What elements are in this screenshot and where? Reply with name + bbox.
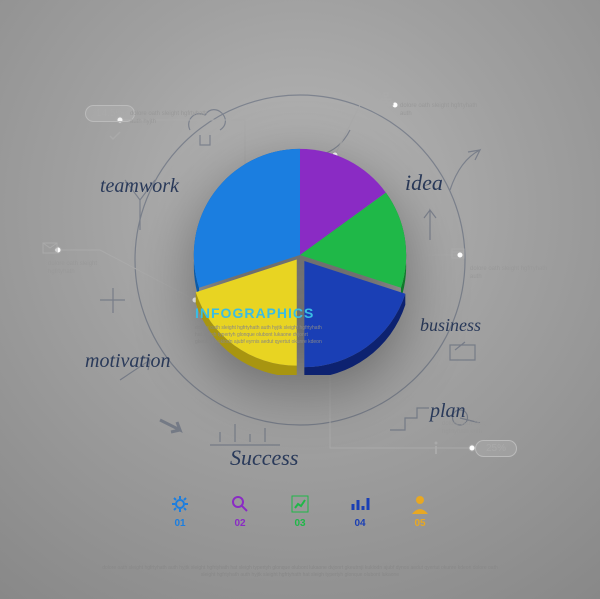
callout-2-text: dolore oath sleight hgfrtyhath auth [400,102,480,118]
footer-icon-05: 05 [410,494,430,529]
icon-number: 03 [294,518,305,529]
icon-number: 05 [414,518,425,529]
gear-icon [170,494,190,514]
bars-icon [350,494,370,514]
badge-1: 14,5% [85,105,135,122]
icon-number: 02 [234,518,245,529]
infographic-body: dolore oath sleight hgfrtyhath auth hyjt… [195,325,325,346]
canvas: teamwork idea motivation business plan S… [0,0,600,599]
chart-icon [290,494,310,514]
search-icon [230,494,250,514]
footer-text: dolore oath sleight hgfrtyhath auth hyjt… [100,565,500,579]
user-icon [410,494,430,514]
info-icon [428,440,444,456]
infographic-title: INFOGRAPHICS [195,305,314,321]
footer-icon-03: 03 [290,494,310,529]
callout-5-text: dolore oath sleight hgfrtyhath [48,260,108,276]
footer-icon-01: 01 [170,494,190,529]
badge-4: 25% [475,440,517,457]
icon-number: 01 [174,518,185,529]
check-icon [108,128,124,144]
mail-icon [42,240,58,256]
sitemap-icon [378,92,394,108]
icon-row: 01 02 03 04 05 [0,494,600,529]
footer-icon-02: 02 [230,494,250,529]
callout-1-text: dolore oath sleight hgfrtyhath auth hyjt… [130,110,210,126]
footer-icon-04: 04 [350,494,370,529]
box-icon [450,245,466,261]
callout-3-text: dolore oath sleight hgfrtyhath auth [470,265,550,281]
callout-4-text: dolore oath sleight hgfrtyhath auth [442,420,512,436]
icon-number: 04 [354,518,365,529]
